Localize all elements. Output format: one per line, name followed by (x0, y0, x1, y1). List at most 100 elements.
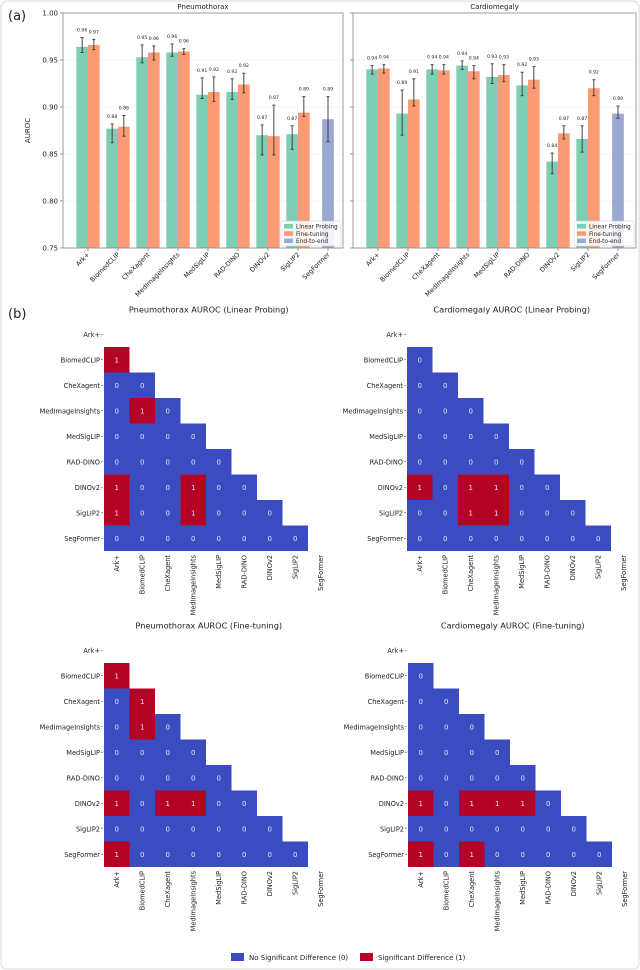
legend-swatch-sig (360, 953, 373, 961)
heatmap-cell (535, 841, 561, 867)
col-label: RAD-DINO (544, 555, 552, 588)
col-label: MedSigLIP (519, 871, 527, 905)
bar-linear-probing (226, 91, 238, 249)
heatmap-cell (509, 525, 535, 551)
data-label: 0.93 (529, 57, 539, 63)
row-label: MedSigLIP (369, 433, 403, 441)
cell-value: 0 (217, 509, 221, 517)
heatmap-cell (104, 372, 130, 398)
heatmap-cell (408, 816, 434, 842)
col-label: SigLIP2 (596, 871, 604, 895)
axes-frame (62, 12, 344, 249)
heatmap-cell (180, 739, 206, 765)
heatmap-cell (483, 500, 509, 526)
data-label: 0.84 (547, 143, 557, 149)
bar-fine-tuning (528, 79, 540, 249)
bar-linear-probing (106, 128, 118, 248)
row-label: MedImageInsights (344, 723, 405, 731)
cell-value: 0 (521, 774, 525, 782)
data-label: 0.94 (379, 55, 389, 61)
cell-value: 0 (115, 382, 119, 390)
row-label: MedSigLIP (370, 749, 404, 757)
data-label: 0.94 (457, 51, 467, 57)
col-label: SegFormer (317, 555, 325, 591)
heatmap-cell (129, 790, 155, 816)
cell-value: 0 (268, 509, 272, 517)
col-label: BiomedCLIP (443, 871, 451, 910)
heatmap-cell (407, 449, 433, 475)
data-label: 0.95 (137, 35, 147, 41)
cell-value: 0 (520, 509, 524, 517)
heatmap-cell (509, 474, 535, 500)
legend-label: End-to-end (296, 239, 328, 245)
legend-swatch (577, 224, 586, 229)
row-label: SigLIP2 (76, 825, 100, 833)
heatmap-cell (433, 841, 459, 867)
data-label: 0.88 (119, 105, 129, 111)
heatmap-cell (206, 841, 232, 867)
legend-label: Linear Probing (296, 225, 338, 231)
heatmap-cell (459, 841, 485, 867)
cell-value: 0 (191, 825, 195, 833)
cell-value: 1 (494, 484, 498, 492)
data-label: 0.94 (367, 56, 377, 62)
cell-value: 1 (495, 800, 499, 808)
cell-value: 0 (191, 458, 195, 466)
col-label: MedImageInsights (190, 870, 198, 931)
cell-value: 0 (520, 484, 524, 492)
cell-value: 0 (443, 535, 447, 543)
heatmap-cell (206, 765, 232, 791)
bar-linear-probing (426, 69, 438, 249)
cell-value: 1 (191, 484, 195, 492)
heatmap-cell (104, 347, 130, 373)
cell-value: 1 (418, 484, 422, 492)
cell-value: 1 (419, 800, 423, 808)
bar-linear-probing (166, 52, 178, 249)
col-label: RAD-DINO (241, 871, 249, 904)
cell-value: 0 (217, 458, 221, 466)
heatmap-cell (484, 739, 510, 765)
row-label: RAD-DINO (371, 774, 404, 782)
heatmap-cell (104, 790, 130, 816)
bar-fine-tuning (438, 70, 450, 248)
heatmap-cell (129, 500, 155, 526)
cell-value: 0 (115, 723, 119, 731)
cell-value: 0 (166, 433, 170, 441)
data-label: 0.89 (613, 96, 623, 102)
bar-end-to-end (322, 119, 334, 248)
heatmap-cell (129, 474, 155, 500)
bar-fine-tuning (408, 99, 420, 248)
heatmap-cell (155, 739, 181, 765)
col-label: BiomedCLIP (139, 871, 147, 910)
row-label: MedImageInsights (40, 723, 101, 731)
row-label: SegFormer (64, 535, 100, 543)
bar-linear-probing (196, 94, 208, 248)
heatmap-cell (180, 765, 206, 791)
cell-value: 0 (140, 800, 144, 808)
heatmap-cell (257, 841, 283, 867)
heatmap-cell (104, 423, 130, 449)
data-label: 0.94 (427, 55, 437, 61)
col-label: DINOv2 (266, 871, 274, 896)
data-label: 0.92 (227, 69, 237, 75)
heatmap-cell (155, 449, 181, 475)
cell-value: 0 (191, 749, 195, 757)
col-label: SegFormer (621, 871, 629, 907)
cell-value: 0 (572, 825, 576, 833)
cell-value: 1 (470, 851, 474, 859)
cell-value: 0 (166, 851, 170, 859)
col-label: CheXagent (468, 871, 476, 908)
bar-fine-tuning (268, 136, 280, 248)
cell-value: 0 (545, 509, 549, 517)
heatmap-cell (534, 525, 560, 551)
bar-fine-tuning (468, 71, 480, 248)
row-label: Ark+ (83, 331, 100, 339)
cell-value: 0 (191, 433, 195, 441)
cell-value: 0 (242, 484, 246, 492)
cell-value: 0 (495, 825, 499, 833)
heatmap-cell (129, 372, 155, 398)
cell-value: 0 (166, 535, 170, 543)
heatmap-cell (408, 841, 434, 867)
bar-linear-probing (456, 65, 468, 248)
heatmap-cell (155, 714, 181, 740)
